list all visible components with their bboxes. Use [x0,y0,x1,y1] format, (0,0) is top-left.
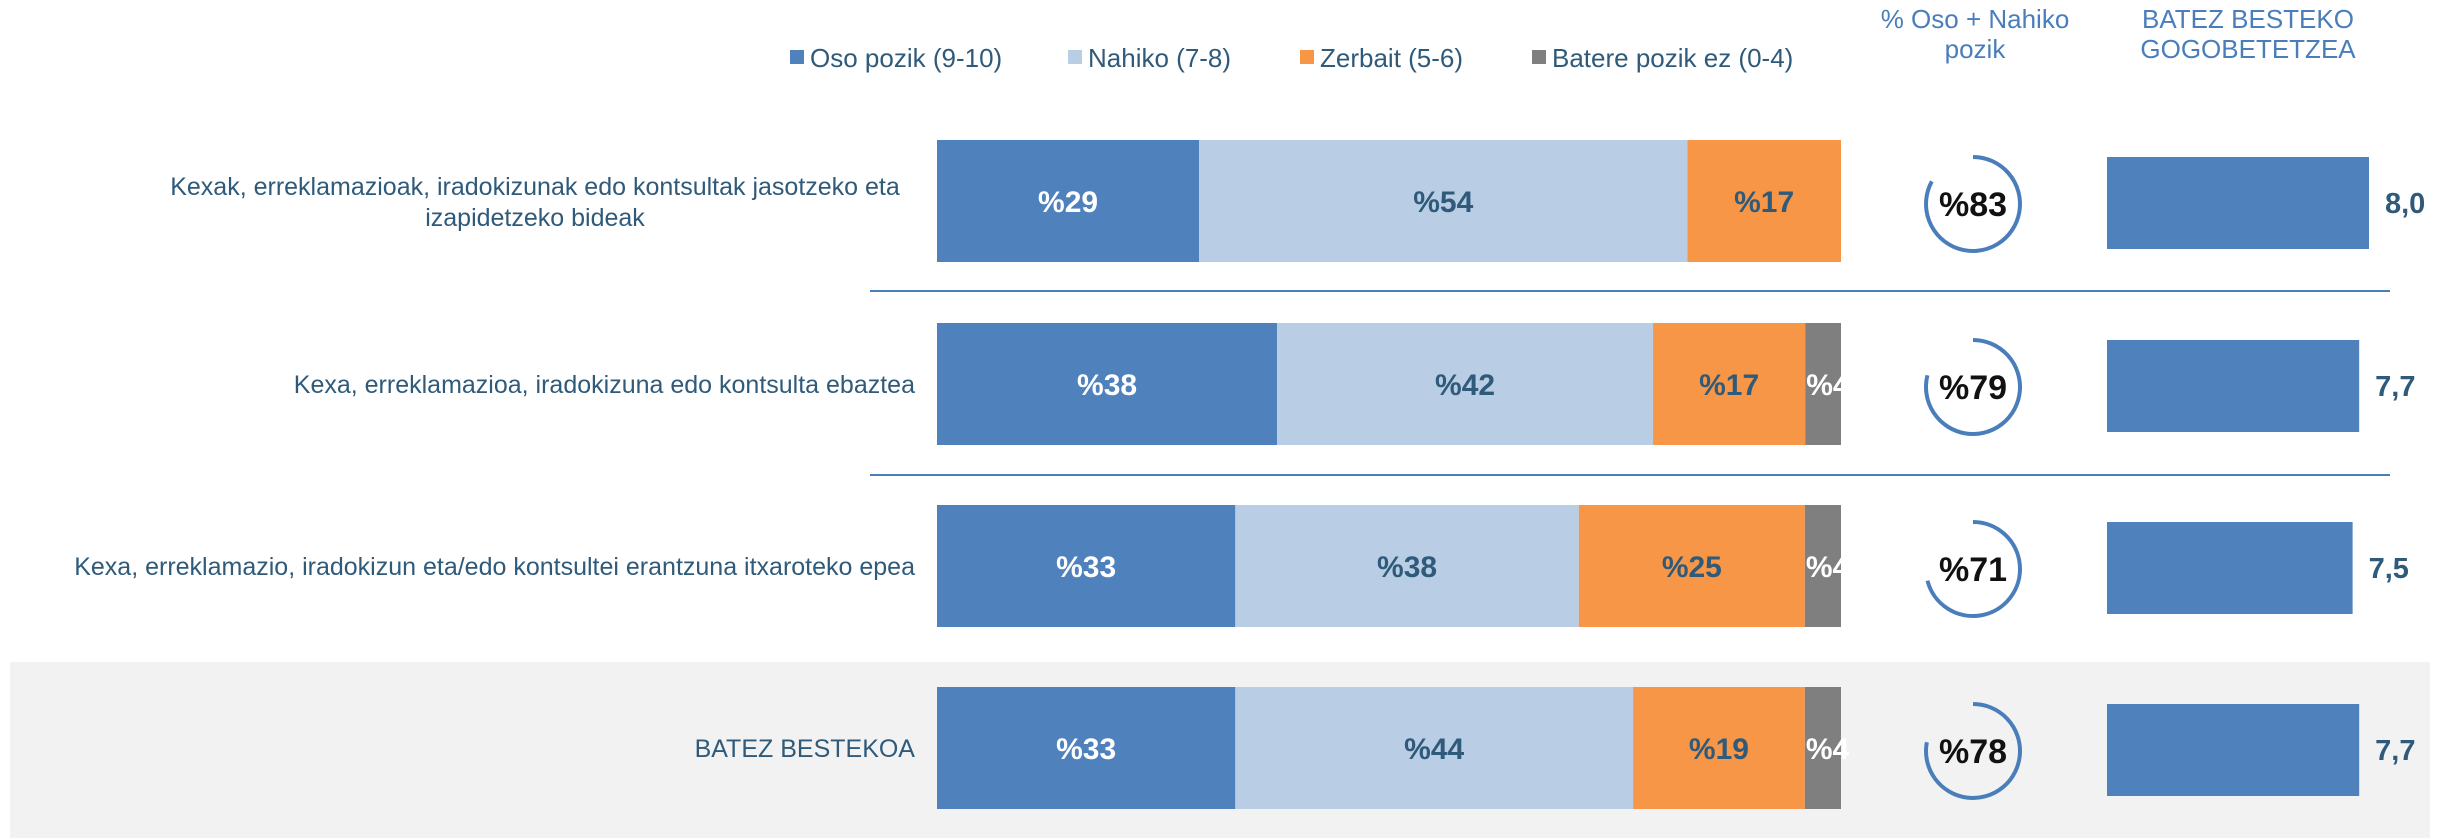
avg-label-1: 8,0 [2385,188,2425,220]
bar-r1-s1 [937,140,1200,262]
bar-label-r4-s2: %44 [1404,733,1464,766]
header-average-line-1: BATEZ BESTEKO [2142,4,2354,34]
pct-arc-3 [1925,520,2023,618]
avg-label-2: 7,7 [2375,371,2415,403]
bar-label-r1-s2: %54 [1413,186,1473,219]
bar-label-r3-s4: %4 [1806,551,1850,584]
pct-label-3: %71 [1939,551,2007,589]
avg-bar-4 [2107,704,2360,796]
bar-r3-s2 [1235,505,1579,627]
legend-swatch-4 [1532,50,1546,64]
row-label-4: BATEZ BESTEKOA [695,735,916,763]
bar-r2-s1 [937,323,1278,445]
avg-label-3: 7,5 [2369,553,2409,585]
pct-arc-1 [1924,155,2022,253]
bar-r2-s2 [1277,323,1654,445]
bar-label-r4-s3: %19 [1689,733,1749,766]
pct-arc-2 [1924,338,2022,436]
row-label-1: Kexak, erreklamazioak, iradokizunak edo … [170,173,900,232]
bar-r2-s4 [1805,323,1841,445]
pct-label-2: %79 [1939,369,2007,407]
bar-r4-s4 [1804,687,1841,809]
pct-label-4: %78 [1939,733,2007,771]
bar-label-r2-s4: %4 [1806,369,1850,402]
bar-label-r4-s1: %33 [1056,733,1116,766]
row-label-2: Kexa, erreklamazioa, iradokizuna edo kon… [294,371,915,399]
bar-r1-s3 [1687,140,1841,262]
bar-label-r1-s3: %17 [1734,186,1794,219]
header-oso-nahiko-line-2: pozik [1945,34,2007,64]
legend-swatch-1 [790,50,804,64]
bar-label-r2-s2: %42 [1435,369,1495,402]
bar-label-r3-s1: %33 [1056,551,1116,584]
avg-bar-2 [2107,340,2360,432]
avg-bar-1 [2107,157,2369,249]
bar-r4-s1 [937,687,1236,809]
bar-r1-s2 [1199,140,1688,262]
legend-swatch-3 [1300,50,1314,64]
bar-label-r3-s3: %25 [1662,551,1722,584]
bar-label-r2-s3: %17 [1699,369,1759,402]
header-oso-nahiko-line-1: % Oso + Nahiko [1881,4,2070,34]
avg-bar-3 [2107,522,2353,614]
bar-r3-s1 [937,505,1236,627]
pct-arc-4 [1924,702,2022,800]
legend-label-1: Oso pozik (9-10) [810,43,1002,73]
bar-label-r1-s1: %29 [1038,186,1098,219]
legend-label-3: Zerbait (5-6) [1320,43,1463,73]
bar-r4-s2 [1235,687,1634,809]
legend-label-4: Batere pozik ez (0-4) [1552,43,1793,73]
bar-r4-s3 [1633,687,1805,809]
bar-label-r2-s1: %38 [1077,369,1137,402]
legend-swatch-2 [1068,50,1082,64]
row-label-3: Kexa, erreklamazio, iradokizun eta/edo k… [74,553,915,581]
header-average-line-2: GOGOBETETZEA [2140,34,2356,64]
bar-r3-s4 [1804,505,1841,627]
pct-label-1: %83 [1939,186,2007,224]
bar-r3-s3 [1578,505,1805,627]
avg-label-4: 7,7 [2375,735,2415,767]
bar-label-r4-s4: %4 [1806,733,1850,766]
legend-label-2: Nahiko (7-8) [1088,43,1231,73]
bar-label-r3-s2: %38 [1377,551,1437,584]
legend: Oso pozik (9-10) Nahiko (7-8) Zerbait (5-6… [790,43,1793,73]
bar-r2-s3 [1653,323,1806,445]
